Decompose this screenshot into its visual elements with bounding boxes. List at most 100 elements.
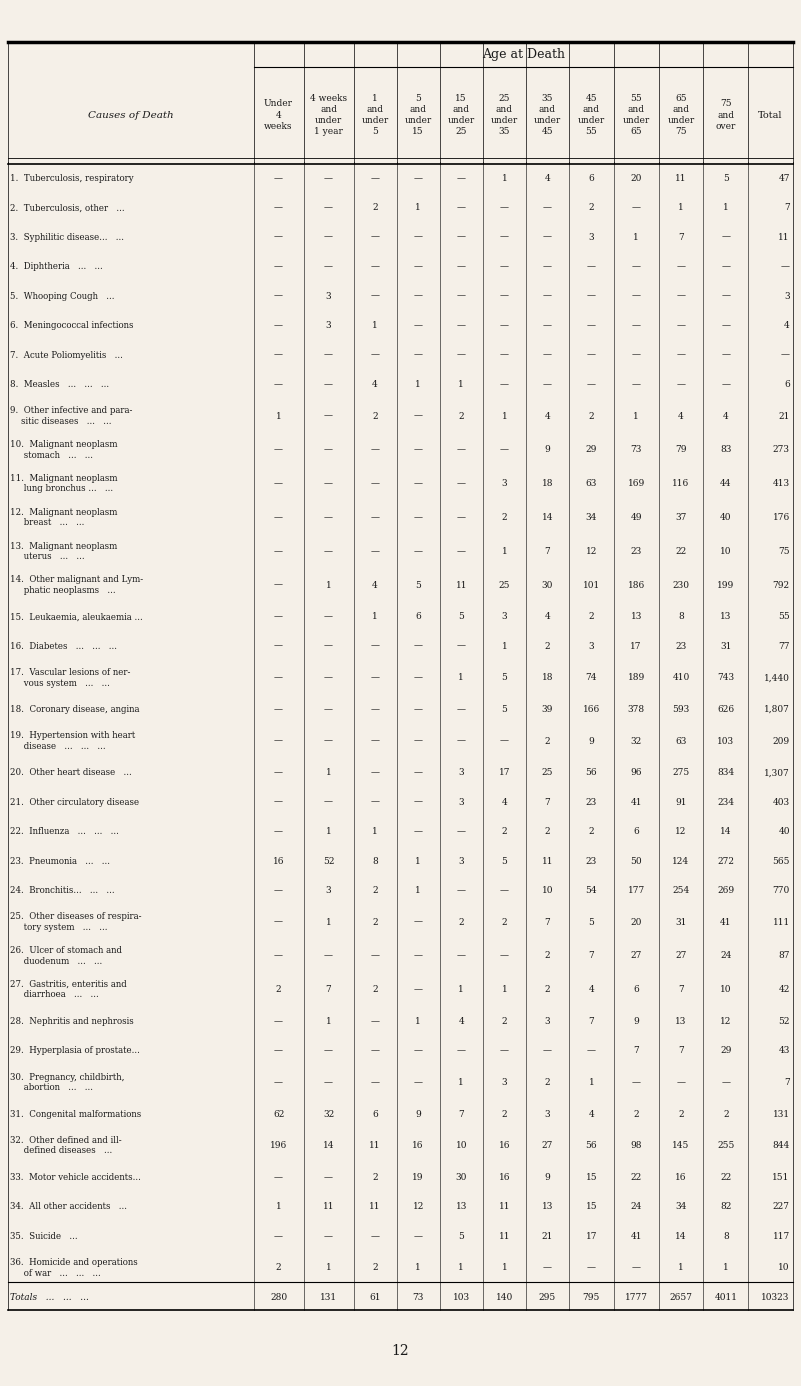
Text: —: — bbox=[274, 204, 283, 212]
Text: 96: 96 bbox=[630, 768, 642, 778]
Text: 52: 52 bbox=[779, 1017, 790, 1026]
Text: 6.  Meningococcal infections: 6. Meningococcal infections bbox=[10, 322, 134, 330]
Text: —: — bbox=[677, 291, 686, 301]
Text: —: — bbox=[500, 262, 509, 272]
Text: 1,440: 1,440 bbox=[764, 674, 790, 682]
Text: 3: 3 bbox=[458, 857, 464, 866]
Text: 273: 273 bbox=[773, 445, 790, 455]
Text: —: — bbox=[721, 351, 731, 359]
Text: 1: 1 bbox=[501, 412, 507, 420]
Text: —: — bbox=[274, 1046, 283, 1055]
Text: 13: 13 bbox=[541, 1202, 553, 1211]
Text: 7: 7 bbox=[589, 1017, 594, 1026]
Text: 30: 30 bbox=[456, 1173, 467, 1182]
Text: —: — bbox=[500, 291, 509, 301]
Text: 55
and
under
65: 55 and under 65 bbox=[622, 94, 650, 136]
Text: —: — bbox=[324, 173, 333, 183]
Text: 12: 12 bbox=[675, 827, 686, 836]
Text: —: — bbox=[587, 291, 596, 301]
Text: 11: 11 bbox=[498, 1202, 510, 1211]
Text: 140: 140 bbox=[496, 1293, 513, 1301]
Text: 834: 834 bbox=[717, 768, 735, 778]
Text: —: — bbox=[274, 291, 283, 301]
Text: —: — bbox=[677, 322, 686, 330]
Text: 23: 23 bbox=[586, 857, 597, 866]
Text: —: — bbox=[587, 1046, 596, 1055]
Text: 34: 34 bbox=[586, 513, 597, 523]
Text: —: — bbox=[677, 380, 686, 389]
Text: —: — bbox=[677, 351, 686, 359]
Text: —: — bbox=[371, 1017, 380, 1026]
Text: 3: 3 bbox=[458, 798, 464, 807]
Text: 11: 11 bbox=[323, 1202, 334, 1211]
Text: —: — bbox=[324, 480, 333, 488]
Text: 1
and
under
5: 1 and under 5 bbox=[361, 94, 388, 136]
Text: 27: 27 bbox=[630, 951, 642, 960]
Text: 8: 8 bbox=[678, 613, 684, 621]
Text: 16: 16 bbox=[675, 1173, 686, 1182]
Text: 10: 10 bbox=[720, 547, 731, 556]
Text: —: — bbox=[324, 204, 333, 212]
Text: —: — bbox=[413, 674, 423, 682]
Text: 7: 7 bbox=[458, 1110, 464, 1119]
Text: 4: 4 bbox=[458, 1017, 464, 1026]
Text: —: — bbox=[274, 262, 283, 272]
Text: 275: 275 bbox=[672, 768, 690, 778]
Text: 413: 413 bbox=[773, 480, 790, 488]
Text: 4: 4 bbox=[723, 412, 729, 420]
Text: 27.  Gastritis, enteritis and
     diarrhoea   ...   ...: 27. Gastritis, enteritis and diarrhoea .… bbox=[10, 980, 127, 999]
Text: 1: 1 bbox=[458, 674, 464, 682]
Text: —: — bbox=[371, 705, 380, 714]
Text: —: — bbox=[500, 886, 509, 895]
Text: —: — bbox=[543, 1046, 552, 1055]
Text: 5: 5 bbox=[415, 581, 421, 589]
Text: 63: 63 bbox=[586, 480, 597, 488]
Text: 22: 22 bbox=[675, 547, 686, 556]
Text: 16: 16 bbox=[498, 1141, 510, 1150]
Text: 5: 5 bbox=[501, 705, 507, 714]
Text: 116: 116 bbox=[672, 480, 690, 488]
Text: —: — bbox=[457, 513, 465, 523]
Text: —: — bbox=[500, 445, 509, 455]
Text: 101: 101 bbox=[583, 581, 600, 589]
Text: 9: 9 bbox=[415, 1110, 421, 1119]
Text: 169: 169 bbox=[627, 480, 645, 488]
Text: 117: 117 bbox=[772, 1232, 790, 1240]
Text: —: — bbox=[587, 262, 596, 272]
Text: 24.  Bronchitis...   ...   ...: 24. Bronchitis... ... ... bbox=[10, 886, 115, 895]
Text: 23.  Pneumonia   ...   ...: 23. Pneumonia ... ... bbox=[10, 857, 111, 866]
Text: 2: 2 bbox=[545, 985, 550, 994]
Text: —: — bbox=[457, 827, 465, 836]
Text: —: — bbox=[413, 547, 423, 556]
Text: 16: 16 bbox=[498, 1173, 510, 1182]
Text: —: — bbox=[371, 951, 380, 960]
Text: —: — bbox=[413, 1078, 423, 1087]
Text: —: — bbox=[457, 547, 465, 556]
Text: —: — bbox=[274, 513, 283, 523]
Text: —: — bbox=[274, 642, 283, 650]
Text: —: — bbox=[324, 951, 333, 960]
Text: 2: 2 bbox=[276, 1264, 281, 1272]
Text: —: — bbox=[324, 547, 333, 556]
Text: 15: 15 bbox=[586, 1202, 598, 1211]
Text: 2: 2 bbox=[372, 985, 378, 994]
Text: 1: 1 bbox=[458, 1264, 464, 1272]
Text: —: — bbox=[587, 380, 596, 389]
Text: 131: 131 bbox=[773, 1110, 790, 1119]
Text: —: — bbox=[413, 445, 423, 455]
Text: —: — bbox=[543, 1264, 552, 1272]
Text: —: — bbox=[721, 291, 731, 301]
Text: 54: 54 bbox=[586, 886, 598, 895]
Text: —: — bbox=[500, 951, 509, 960]
Text: 35
and
under
45: 35 and under 45 bbox=[533, 94, 561, 136]
Text: —: — bbox=[677, 262, 686, 272]
Text: 19: 19 bbox=[413, 1173, 424, 1182]
Text: 14: 14 bbox=[323, 1141, 334, 1150]
Text: 62: 62 bbox=[273, 1110, 284, 1119]
Text: —: — bbox=[543, 233, 552, 241]
Text: —: — bbox=[274, 918, 283, 927]
Text: —: — bbox=[274, 827, 283, 836]
Text: 6: 6 bbox=[634, 985, 639, 994]
Text: —: — bbox=[371, 1232, 380, 1240]
Text: 2: 2 bbox=[372, 918, 378, 927]
